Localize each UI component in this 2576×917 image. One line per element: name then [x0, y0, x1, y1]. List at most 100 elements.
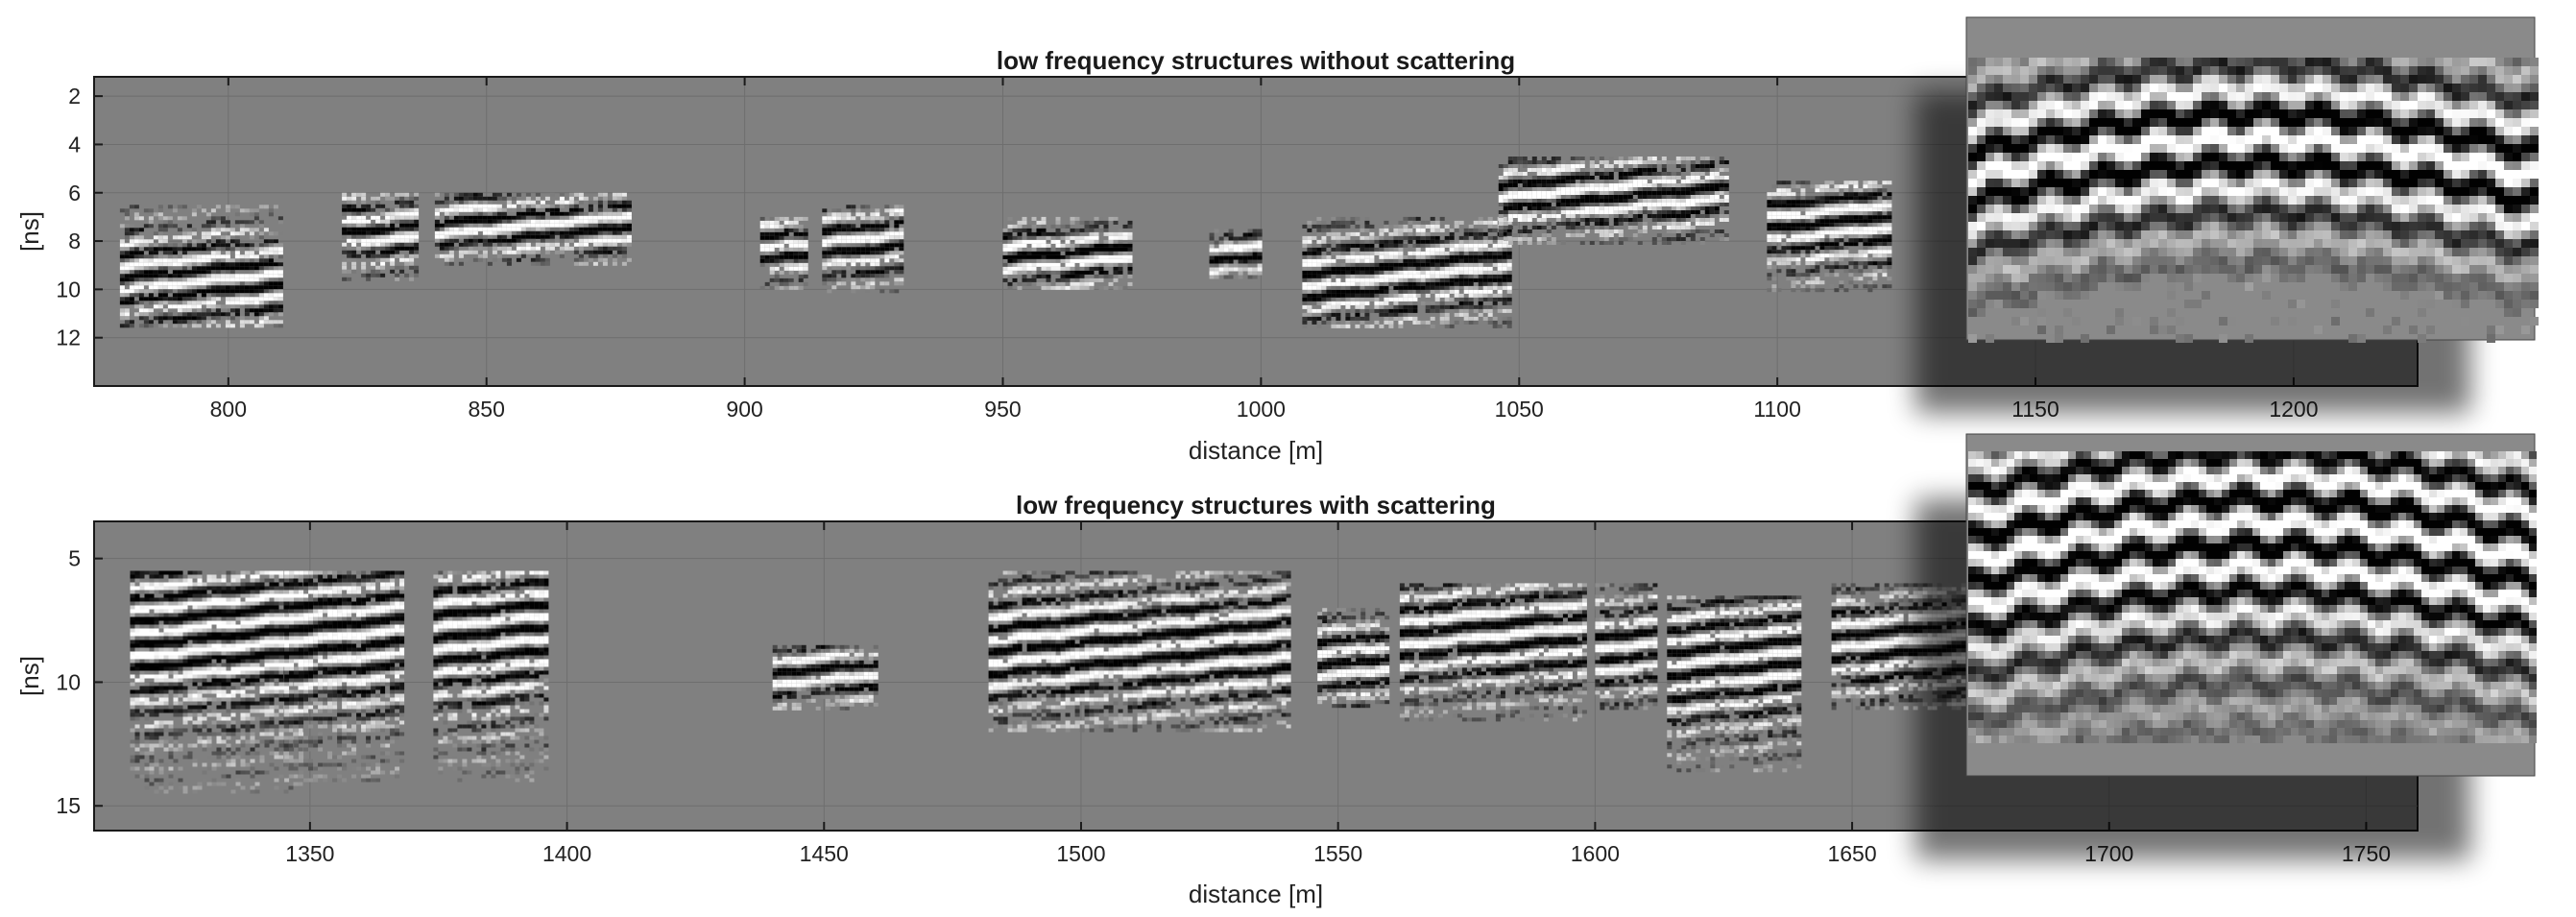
- trace-sample: [836, 258, 842, 263]
- trace-sample: [1642, 229, 1648, 233]
- trace-sample: [1589, 183, 1595, 187]
- trace-sample: [1819, 253, 1825, 258]
- trace-sample: [554, 227, 560, 231]
- trace-sample: [138, 324, 144, 328]
- trace-sample: [803, 235, 808, 240]
- trace-sample: [1487, 224, 1493, 229]
- trace-sample: [1685, 195, 1691, 199]
- trace-sample: [1704, 180, 1710, 183]
- trace-sample: [1122, 262, 1128, 267]
- trace-sample: [1487, 312, 1493, 317]
- trace-sample: [1498, 199, 1504, 203]
- trace-sample: [1776, 200, 1782, 205]
- trace-sample: [841, 239, 847, 244]
- trace-sample: [1384, 285, 1389, 290]
- trace-sample: [879, 266, 885, 271]
- trace-sample: [616, 196, 622, 201]
- trace-sample: [1858, 234, 1864, 239]
- trace-sample: [1118, 235, 1123, 240]
- trace-sample: [851, 274, 856, 278]
- trace-sample: [148, 281, 154, 286]
- trace-sample: [875, 251, 880, 255]
- trace-sample: [875, 262, 880, 267]
- trace-sample: [249, 320, 254, 325]
- trace-sample: [1800, 219, 1806, 224]
- trace-sample: [1599, 195, 1604, 199]
- trace-sample: [239, 254, 245, 259]
- trace-sample: [511, 234, 517, 239]
- trace-sample: [496, 204, 502, 208]
- trace-sample: [1829, 181, 1835, 185]
- trace-sample: [1331, 293, 1336, 298]
- trace-sample: [1403, 316, 1408, 321]
- trace-sample: [1252, 229, 1258, 233]
- trace-sample: [1374, 251, 1380, 255]
- trace-sample: [827, 258, 832, 263]
- trace-sample: [1398, 220, 1404, 225]
- trace-sample: [196, 289, 202, 294]
- trace-sample: [1108, 247, 1114, 252]
- trace-sample: [1412, 251, 1418, 255]
- trace-sample: [831, 224, 837, 229]
- trace-sample: [1055, 220, 1061, 225]
- trace-sample: [1458, 281, 1464, 286]
- trace-sample: [1345, 231, 1351, 236]
- trace-sample: [191, 262, 197, 267]
- trace-sample: [1374, 262, 1380, 267]
- trace-sample: [1502, 266, 1507, 271]
- trace-sample: [1454, 247, 1459, 252]
- trace-sample: [1307, 312, 1312, 317]
- trace-sample: [1070, 274, 1075, 278]
- trace-sample: [153, 316, 158, 321]
- trace-sample: [375, 230, 381, 235]
- trace-sample: [1055, 216, 1061, 221]
- trace-sample: [1863, 219, 1868, 224]
- trace-sample: [1843, 196, 1849, 201]
- trace-sample: [1070, 254, 1075, 259]
- trace-sample: [884, 205, 890, 209]
- trace-sample: [1257, 252, 1263, 256]
- trace-sample: [1800, 234, 1806, 239]
- trace-sample: [1302, 289, 1308, 294]
- trace-sample: [884, 208, 890, 213]
- trace-sample: [1589, 160, 1595, 164]
- trace-sample: [1379, 312, 1384, 317]
- trace-sample: [448, 207, 454, 212]
- trace-sample: [1113, 235, 1119, 240]
- trace-sample: [1589, 210, 1595, 214]
- trace-sample: [1599, 160, 1604, 164]
- trace-sample: [1449, 304, 1455, 309]
- trace-sample: [1316, 281, 1322, 286]
- trace-sample: [583, 223, 589, 228]
- trace-sample: [616, 246, 622, 251]
- trace-sample: [588, 207, 593, 212]
- trace-sample: [621, 246, 627, 251]
- trace-sample: [1403, 254, 1408, 259]
- trace-sample: [1709, 187, 1715, 191]
- trace-sample: [1623, 187, 1628, 191]
- trace-sample: [769, 216, 775, 221]
- trace-sample: [1829, 207, 1835, 212]
- trace-sample: [220, 216, 226, 221]
- trace-sample: [1642, 176, 1648, 180]
- trace-sample: [351, 219, 357, 224]
- trace-sample: [215, 228, 221, 232]
- trace-sample: [342, 211, 348, 216]
- trace-sample: [399, 223, 405, 228]
- trace-sample: [1017, 281, 1023, 286]
- trace-sample: [1238, 255, 1243, 260]
- trace-sample: [798, 270, 804, 275]
- trace-sample: [1551, 210, 1556, 214]
- trace-sample: [879, 289, 885, 294]
- trace-sample: [1434, 304, 1440, 309]
- trace-sample: [380, 253, 386, 258]
- trace-sample: [1642, 180, 1648, 183]
- trace-sample: [162, 278, 168, 282]
- trace-sample: [1541, 191, 1547, 195]
- trace-sample: [148, 239, 154, 244]
- trace-sample: [1699, 157, 1705, 160]
- trace-sample: [1642, 183, 1648, 187]
- trace-sample: [1252, 255, 1258, 260]
- trace-sample: [477, 200, 483, 205]
- trace-sample: [124, 297, 130, 302]
